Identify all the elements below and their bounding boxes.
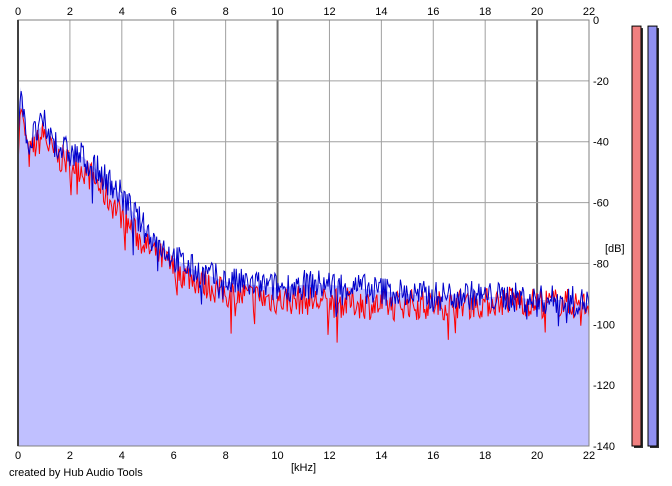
x-tick-label-bottom: 16 [427, 450, 439, 462]
x-tick-label-top: 22 [583, 6, 595, 18]
x-tick-label-bottom: 10 [271, 450, 283, 462]
x-tick-label-top: 14 [375, 6, 387, 18]
y-tick-label: 0 [593, 15, 599, 27]
x-tick-label-bottom: 4 [119, 450, 125, 462]
x-tick-label-bottom: 6 [171, 450, 177, 462]
series-line-right [17, 91, 590, 327]
spectrum-fill-area [18, 86, 589, 446]
y-tick-label: -140 [593, 441, 615, 453]
x-tick-label-bottom: 14 [375, 450, 387, 462]
x-tick-label-top: 4 [119, 6, 125, 18]
x-tick-label-top: 2 [67, 6, 73, 18]
x-tick-label-top: 16 [427, 6, 439, 18]
y-tick-label: -40 [593, 137, 609, 149]
x-tick-label-top: 12 [323, 6, 335, 18]
y-axis-title: [dB] [605, 243, 625, 255]
x-tick-label-bottom: 0 [15, 450, 21, 462]
x-tick-label-bottom: 12 [323, 450, 335, 462]
x-tick-label-bottom: 2 [67, 450, 73, 462]
x-axis-title: [kHz] [291, 462, 316, 474]
x-tick-label-bottom: 22 [583, 450, 595, 462]
y-tick-label: -80 [593, 258, 609, 270]
y-tick-label: -120 [593, 380, 615, 392]
x-tick-label-top: 10 [271, 6, 283, 18]
right-level-meter [647, 25, 658, 447]
x-tick-label-top: 0 [15, 6, 21, 18]
y-tick-label: -100 [593, 319, 615, 331]
x-tick-label-top: 18 [479, 6, 491, 18]
credit-text: created by Hub Audio Tools [9, 467, 143, 479]
x-tick-label-bottom: 18 [479, 450, 491, 462]
y-tick-label: -60 [593, 198, 609, 210]
x-tick-label-top: 20 [531, 6, 543, 18]
left-level-meter [631, 25, 642, 447]
y-tick-label: -20 [593, 76, 609, 88]
x-tick-label-top: 8 [223, 6, 229, 18]
x-tick-label-bottom: 20 [531, 450, 543, 462]
level-meters [631, 25, 659, 448]
series-layer [17, 91, 590, 343]
chart-axes [17, 19, 590, 447]
x-tick-label-top: 6 [171, 6, 177, 18]
x-tick-label-bottom: 8 [223, 450, 229, 462]
tick-labels: 002244668810101212141416161818202022220-… [15, 6, 615, 462]
